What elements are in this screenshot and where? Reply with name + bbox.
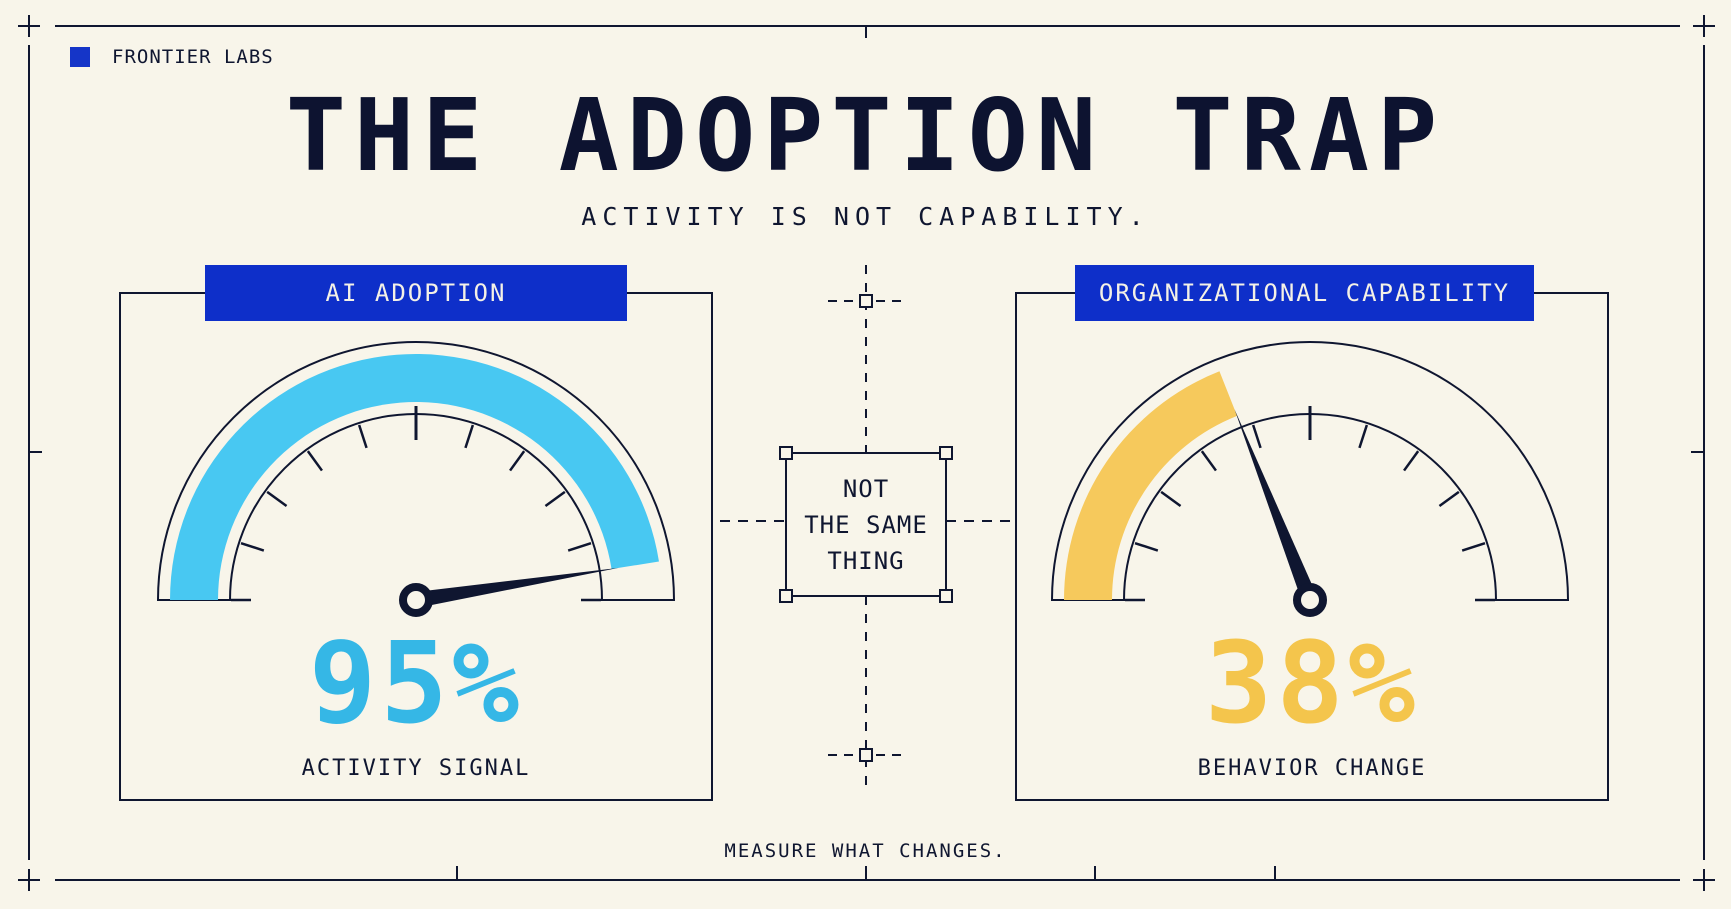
lg-tick [567, 541, 592, 552]
left-caption: ACTIVITY SIGNAL [301, 756, 531, 781]
center-line-1: NOT [842, 474, 890, 503]
right-gauge-hub [1293, 583, 1327, 617]
right-panel-label: ORGANIZATIONAL CAPABILITY [1075, 265, 1534, 321]
page-title: THE ADOPTION TRAP [285, 77, 1446, 194]
left-gauge-fill [170, 354, 659, 600]
brand: FRONTIER LABS [70, 46, 274, 68]
left-gauge [156, 341, 676, 617]
rg-tick [1200, 450, 1217, 472]
right-gauge [1050, 341, 1570, 617]
left-value: 95% [308, 619, 524, 749]
right-gauge-fill [1064, 371, 1238, 600]
rg-tick [1251, 424, 1262, 449]
rg-tick [1134, 541, 1159, 552]
center-line-3: THING [827, 546, 905, 575]
footer-text: MEASURE WHAT CHANGES. [724, 840, 1007, 862]
rg-tick [1438, 490, 1460, 507]
right-panel-label-text: ORGANIZATIONAL CAPABILITY [1098, 279, 1511, 307]
left-panel-label-text: AI ADOPTION [325, 279, 507, 307]
brand-name: FRONTIER LABS [112, 46, 274, 68]
right-gauge-needle [1234, 409, 1318, 603]
right-caption: BEHAVIOR CHANGE [1197, 756, 1427, 781]
rg-tick [1358, 424, 1369, 449]
left-gauge-hub [399, 583, 433, 617]
rg-tick [1160, 490, 1182, 507]
rg-tick [1461, 541, 1486, 552]
right-value: 38% [1204, 619, 1420, 749]
rg-tick [1403, 450, 1420, 472]
lg-tick [240, 541, 265, 552]
brand-logo-square [70, 47, 90, 67]
left-gauge-ticks [231, 406, 601, 602]
lg-tick [266, 490, 288, 507]
right-gauge-ticks [1125, 406, 1495, 602]
center-callout: NOT THE SAME THING [786, 453, 946, 596]
lg-tick [464, 424, 475, 449]
left-gauge-needle [414, 567, 619, 608]
left-gauge-outer-arc [156, 341, 676, 601]
page-subtitle: ACTIVITY IS NOT CAPABILITY. [581, 202, 1150, 231]
lg-tick [357, 424, 368, 449]
lg-tick [306, 450, 323, 472]
lg-tick [509, 450, 526, 472]
right-gauge-outer-arc [1050, 341, 1570, 601]
lg-tick [544, 490, 566, 507]
center-line-2: THE SAME [804, 510, 928, 539]
left-panel-label: AI ADOPTION [205, 265, 627, 321]
